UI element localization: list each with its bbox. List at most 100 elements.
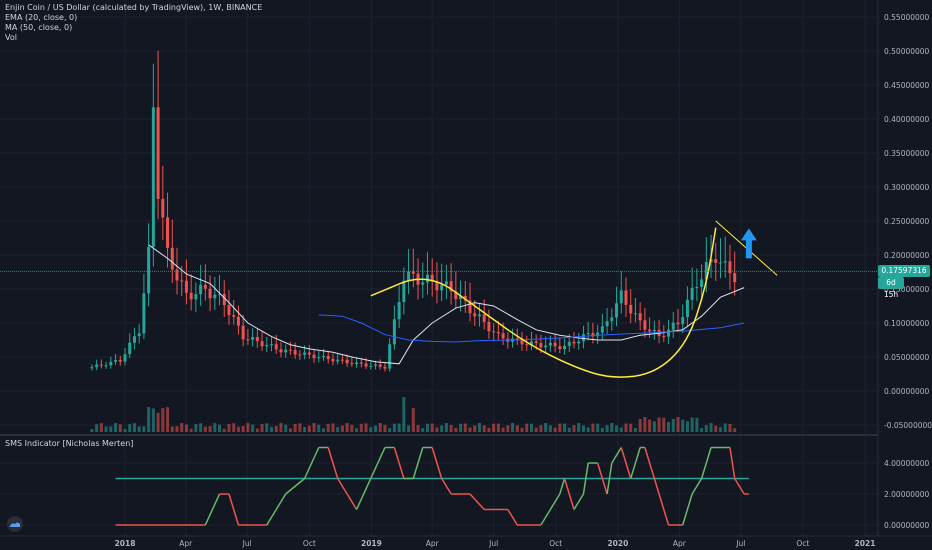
candle-body: [563, 345, 567, 349]
candle-body: [728, 261, 732, 274]
sms-line-segment: [303, 447, 320, 479]
volume-bar: [544, 423, 548, 432]
volume-bar: [383, 424, 387, 432]
candle-body: [553, 342, 557, 347]
candle-body: [463, 295, 467, 301]
moving-averages: [148, 244, 745, 365]
volume-bar: [629, 423, 633, 432]
chart-legend: Enjin Coin / US Dollar (calculated by Tr…: [5, 3, 262, 43]
volume-bar: [586, 427, 590, 432]
tradingview-logo-icon[interactable]: [7, 516, 23, 532]
candle-body: [99, 364, 103, 366]
candle-body: [633, 313, 637, 315]
candle-body: [132, 336, 136, 343]
volume-bar: [421, 427, 425, 432]
candle-body: [733, 273, 737, 283]
volume-bar: [425, 423, 429, 432]
candle-body: [685, 299, 689, 318]
candle-body: [723, 261, 727, 263]
sms-line-segment: [431, 447, 443, 479]
time-tick-label: 2019: [361, 539, 382, 548]
volume-bar: [690, 417, 694, 432]
time-tick-label: 2021: [855, 539, 876, 548]
sms-indicator-legend[interactable]: SMS Indicator [Nicholas Merten]: [5, 439, 134, 448]
volume-bar: [539, 425, 543, 432]
bar-countdown-label: 6d 15h: [878, 277, 904, 299]
volume-bar: [156, 412, 160, 432]
ema-legend[interactable]: EMA (20, close, 0): [5, 13, 78, 22]
volume-bar: [298, 423, 302, 432]
volume-bar: [151, 408, 155, 432]
volume-bar: [132, 423, 136, 432]
price-tick-label: 0.40000000: [884, 115, 930, 124]
last-price-label: 0.17597316: [878, 265, 930, 277]
candle-body: [643, 320, 647, 330]
volume-bar: [558, 423, 562, 432]
candle-body: [199, 284, 203, 295]
candle-body: [114, 360, 118, 362]
candle-body: [128, 342, 132, 355]
volume-bars: [90, 397, 737, 432]
sms-line-segment: [559, 478, 566, 495]
volume-bar: [459, 423, 463, 432]
candle-body: [402, 280, 406, 303]
time-tick-label: Apr: [179, 539, 193, 548]
volume-bar: [695, 417, 699, 432]
candle-body: [619, 290, 623, 304]
candle-body: [430, 274, 434, 282]
volume-bar: [529, 423, 533, 432]
volume-bar: [99, 423, 103, 432]
candle-body: [581, 334, 585, 342]
candle-body: [600, 326, 604, 333]
volume-bar: [520, 427, 524, 432]
ma-line: [318, 314, 745, 343]
time-tick-label: 2020: [607, 539, 628, 548]
volume-bar: [274, 425, 278, 432]
volume-bar: [610, 423, 614, 432]
sms-line-segment: [700, 447, 712, 479]
candle-body: [317, 357, 321, 359]
volume-bar: [463, 423, 467, 432]
drawing-annotations[interactable]: [0, 220, 878, 378]
candle-body: [520, 338, 524, 345]
volume-bar: [619, 427, 623, 432]
candle-body: [109, 361, 113, 366]
volume-bar: [407, 425, 411, 432]
vol-legend[interactable]: Vol: [5, 33, 17, 42]
candle-body: [90, 367, 94, 369]
volume-bar: [648, 419, 652, 432]
time-tick-label: Oct: [796, 539, 809, 548]
candle-body: [156, 107, 160, 199]
volume-bar: [137, 426, 141, 432]
candle-body: [714, 259, 718, 263]
volume-bar: [236, 426, 240, 432]
volume-bar: [284, 424, 288, 432]
volume-bar: [581, 425, 585, 432]
volume-bar: [685, 421, 689, 432]
candle-body: [364, 363, 368, 367]
volume-bar: [723, 423, 727, 432]
volume-bar: [473, 425, 477, 432]
candle-body: [307, 352, 311, 355]
sms-line-segment: [620, 447, 632, 479]
price-tick-label: 0.45000000: [884, 81, 930, 90]
candle-body: [213, 294, 217, 299]
time-tick-label: Jul: [242, 539, 252, 548]
volume-bar: [345, 423, 349, 432]
volume-bar: [340, 425, 344, 432]
volume-bar: [109, 426, 113, 432]
candle-body: [539, 343, 543, 348]
volume-bar: [142, 426, 146, 432]
candle-body: [322, 355, 326, 358]
candle-body: [567, 341, 571, 346]
volume-bar: [255, 428, 259, 432]
candle-body: [558, 346, 562, 349]
volume-bar: [444, 423, 448, 432]
volume-bar: [714, 425, 718, 432]
ma-legend[interactable]: MA (50, close, 0): [5, 23, 73, 32]
price-tick-label: 0.05000000: [884, 353, 930, 362]
candle-body: [496, 332, 500, 334]
symbol-title[interactable]: Enjin Coin / US Dollar (calculated by Tr…: [5, 3, 263, 12]
indicator-tick-label: 4.00000000: [884, 459, 930, 468]
